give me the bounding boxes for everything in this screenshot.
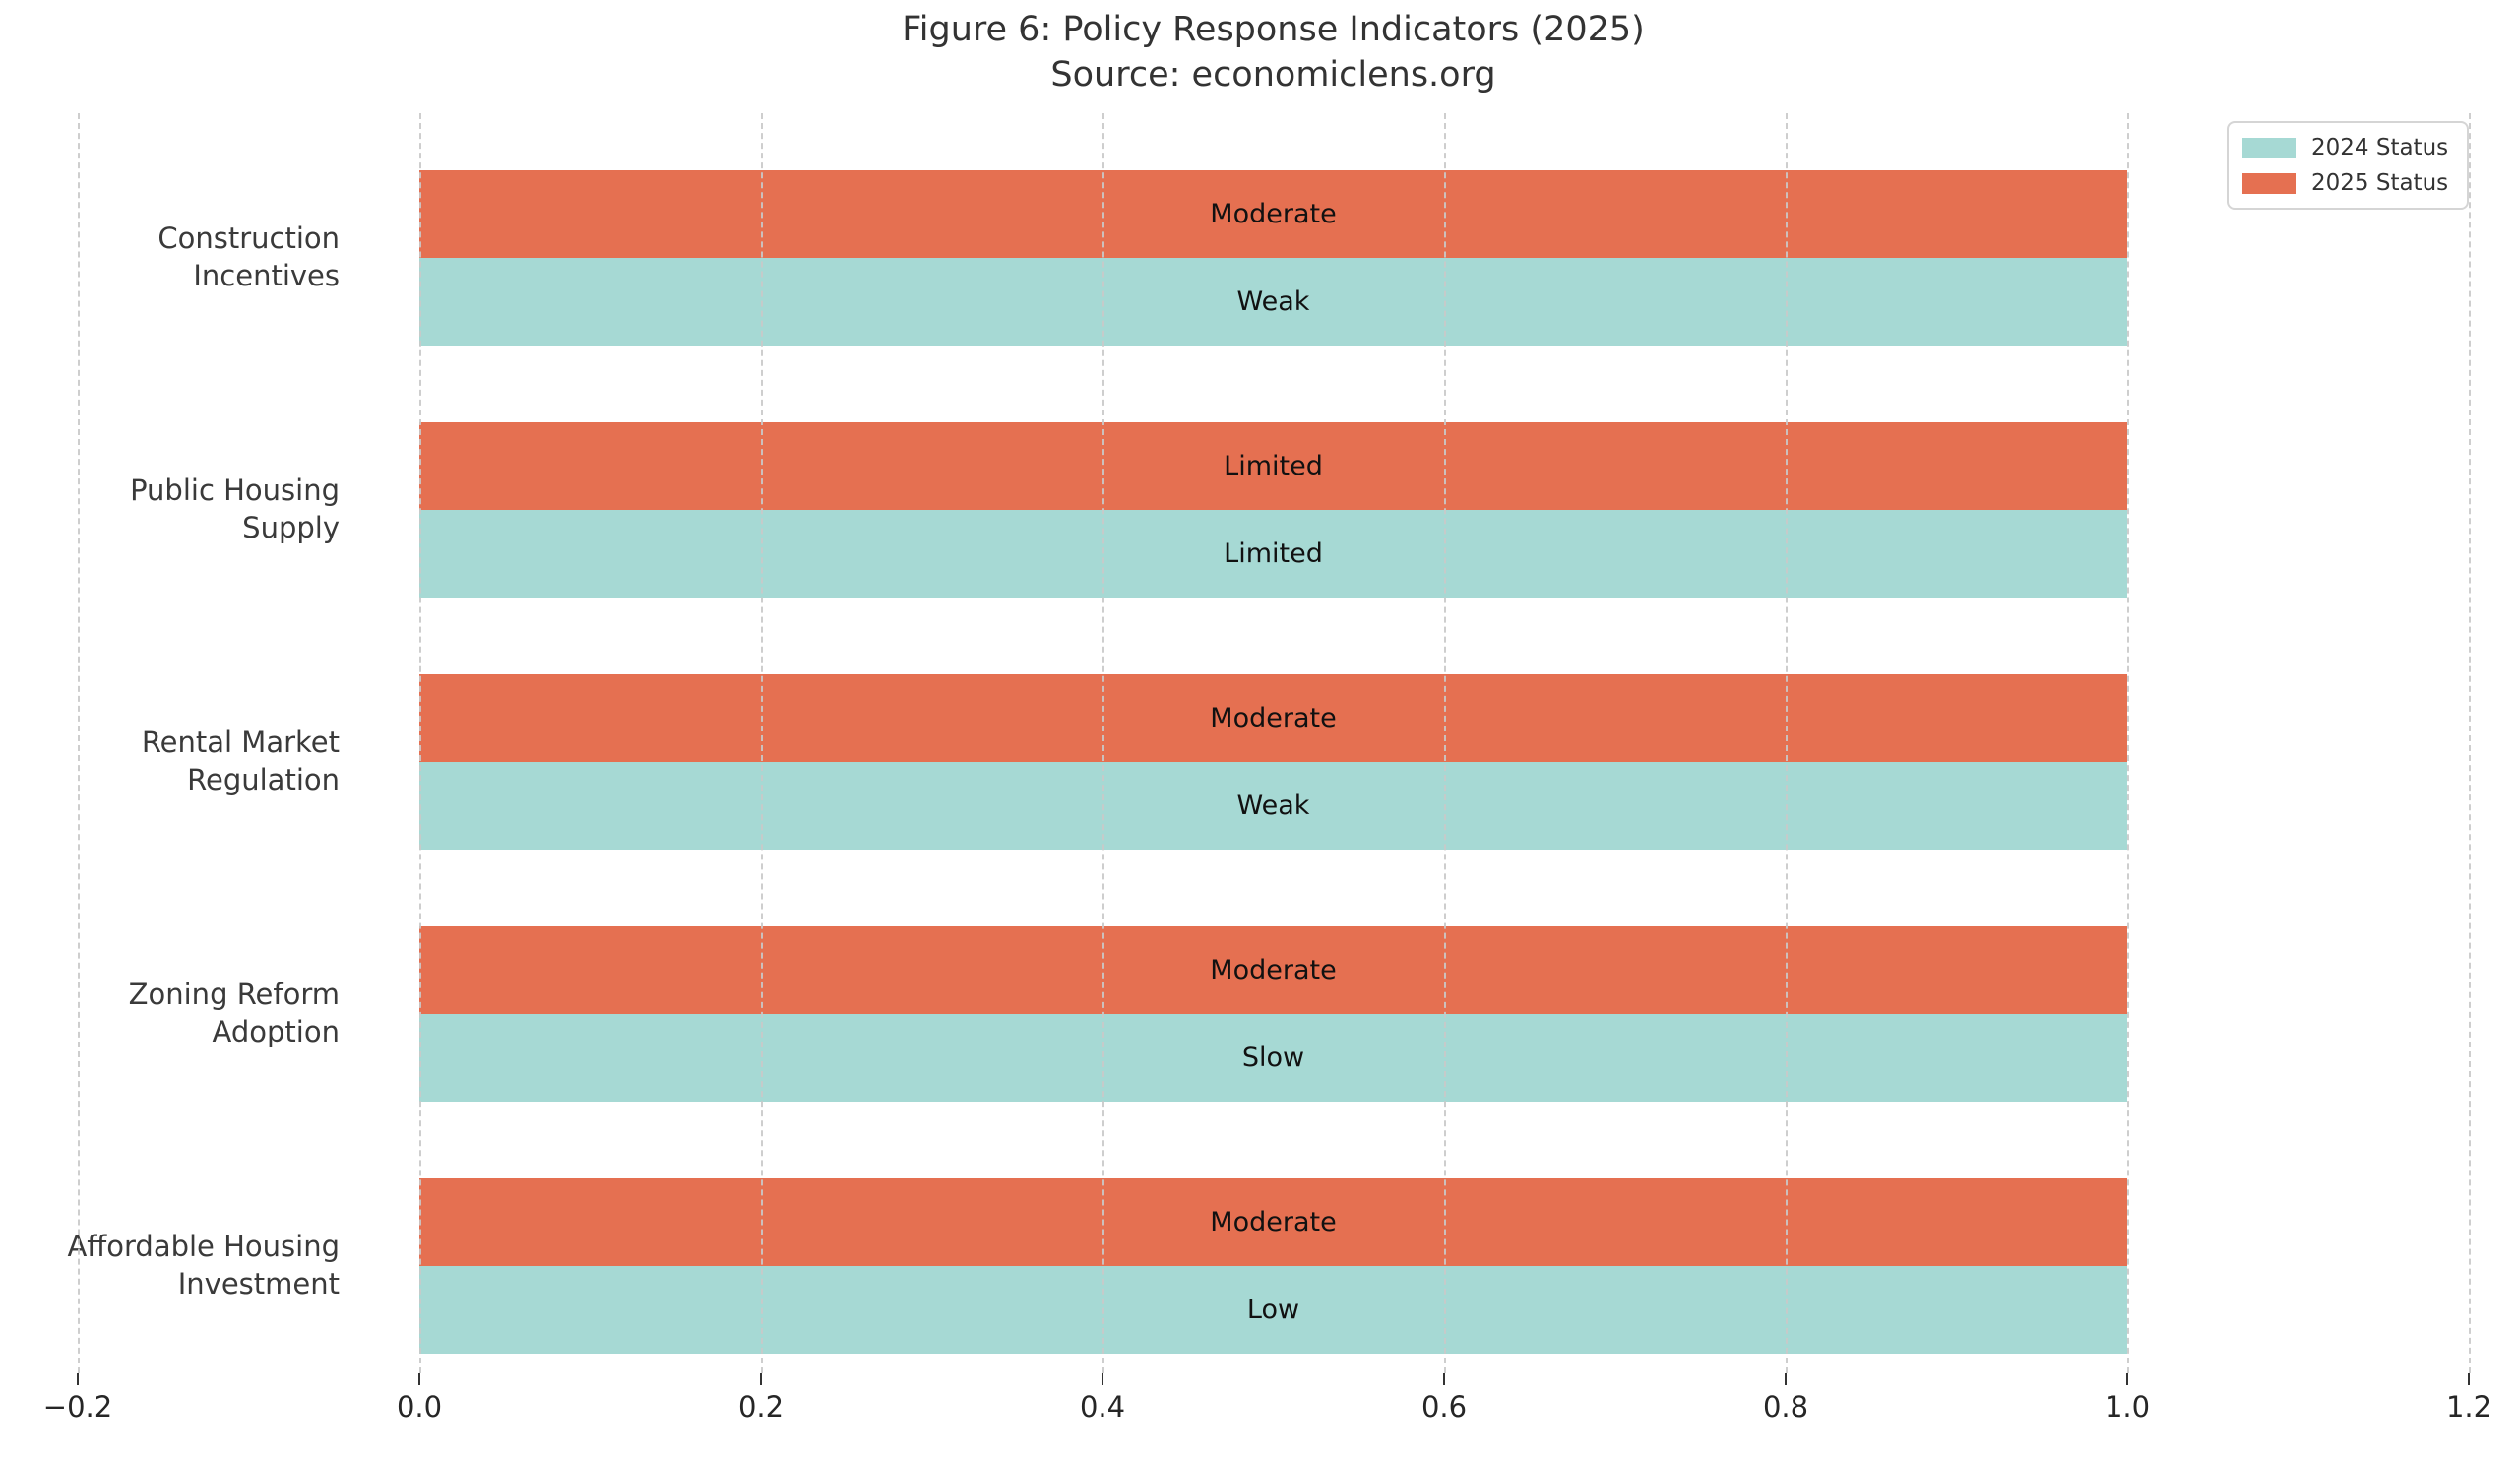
legend: 2024 Status 2025 Status <box>2227 121 2469 210</box>
x-tick-mark <box>2126 1373 2128 1385</box>
bar-2025-status: Moderate <box>419 1178 2127 1266</box>
bar-2024-status: Low <box>419 1266 2127 1354</box>
category-label: Construction Incentives <box>158 222 340 292</box>
legend-swatch <box>2242 172 2296 194</box>
x-tick-label: 0.8 <box>1762 1390 1809 1424</box>
bar-value-label: Moderate <box>1210 1207 1337 1237</box>
x-tick-label: 0.0 <box>396 1390 443 1424</box>
x-tick-label: 0.6 <box>1420 1390 1468 1424</box>
chart-title: Figure 6: Policy Response Indicators (20… <box>902 10 1645 49</box>
category-label: Zoning Reform Adoption <box>128 978 340 1048</box>
x-tick-mark <box>1102 1373 1103 1385</box>
legend-item: 2024 Status <box>2242 135 2453 160</box>
bar-2024-status: Weak <box>419 258 2127 346</box>
legend-swatch <box>2242 137 2296 158</box>
bar-value-label: Moderate <box>1210 199 1337 229</box>
legend-label: 2025 Status <box>2311 170 2449 196</box>
x-tick-label: 0.2 <box>737 1390 785 1424</box>
bar-group: Moderate Slow <box>78 926 2469 1102</box>
x-tick-label: 1.2 <box>2445 1390 2492 1424</box>
bar-2025-status: Moderate <box>419 170 2127 258</box>
category-label: Affordable Housing Investment <box>67 1230 340 1300</box>
bar-group: Moderate Low <box>78 1178 2469 1354</box>
bar-2024-status: Limited <box>419 510 2127 598</box>
x-tick-label: −0.2 <box>42 1390 113 1424</box>
bar-value-label: Moderate <box>1210 955 1337 985</box>
bar-value-label: Slow <box>1241 1043 1305 1073</box>
chart-subtitle: Source: economiclens.org <box>1050 54 1496 95</box>
bar-group: Moderate Weak <box>78 674 2469 850</box>
x-tick-label: 0.4 <box>1079 1390 1126 1424</box>
x-tick-mark <box>2468 1373 2470 1385</box>
plot-area: Moderate Weak Limited Limited Moderate Weak Mo… <box>78 113 2471 1373</box>
x-tick-mark <box>1785 1373 1787 1385</box>
bar-group: Limited Limited <box>78 422 2469 598</box>
bar-2024-status: Weak <box>419 762 2127 850</box>
bar-value-label: Weak <box>1236 286 1310 317</box>
gridline <box>2469 113 2471 1373</box>
legend-item: 2025 Status <box>2242 170 2453 196</box>
bar-value-label: Weak <box>1236 791 1310 821</box>
x-tick-mark <box>77 1373 79 1385</box>
x-tick-mark <box>418 1373 420 1385</box>
bar-value-label: Moderate <box>1210 703 1337 733</box>
x-tick-label: 1.0 <box>2104 1390 2151 1424</box>
bar-2025-status: Limited <box>419 422 2127 510</box>
legend-label: 2024 Status <box>2311 135 2449 160</box>
x-tick-mark <box>760 1373 762 1385</box>
category-label: Rental Market Regulation <box>141 726 340 796</box>
bar-value-label: Limited <box>1224 538 1323 569</box>
x-tick-mark <box>1443 1373 1445 1385</box>
bar-value-label: Low <box>1246 1295 1300 1325</box>
category-label: Public Housing Supply <box>130 474 340 544</box>
bar-2024-status: Slow <box>419 1014 2127 1102</box>
bar-value-label: Limited <box>1224 451 1323 481</box>
title-block: Figure 6: Policy Response Indicators (20… <box>78 8 2469 97</box>
bar-group: Moderate Weak <box>78 170 2469 346</box>
bar-2025-status: Moderate <box>419 926 2127 1014</box>
bar-2025-status: Moderate <box>419 674 2127 762</box>
